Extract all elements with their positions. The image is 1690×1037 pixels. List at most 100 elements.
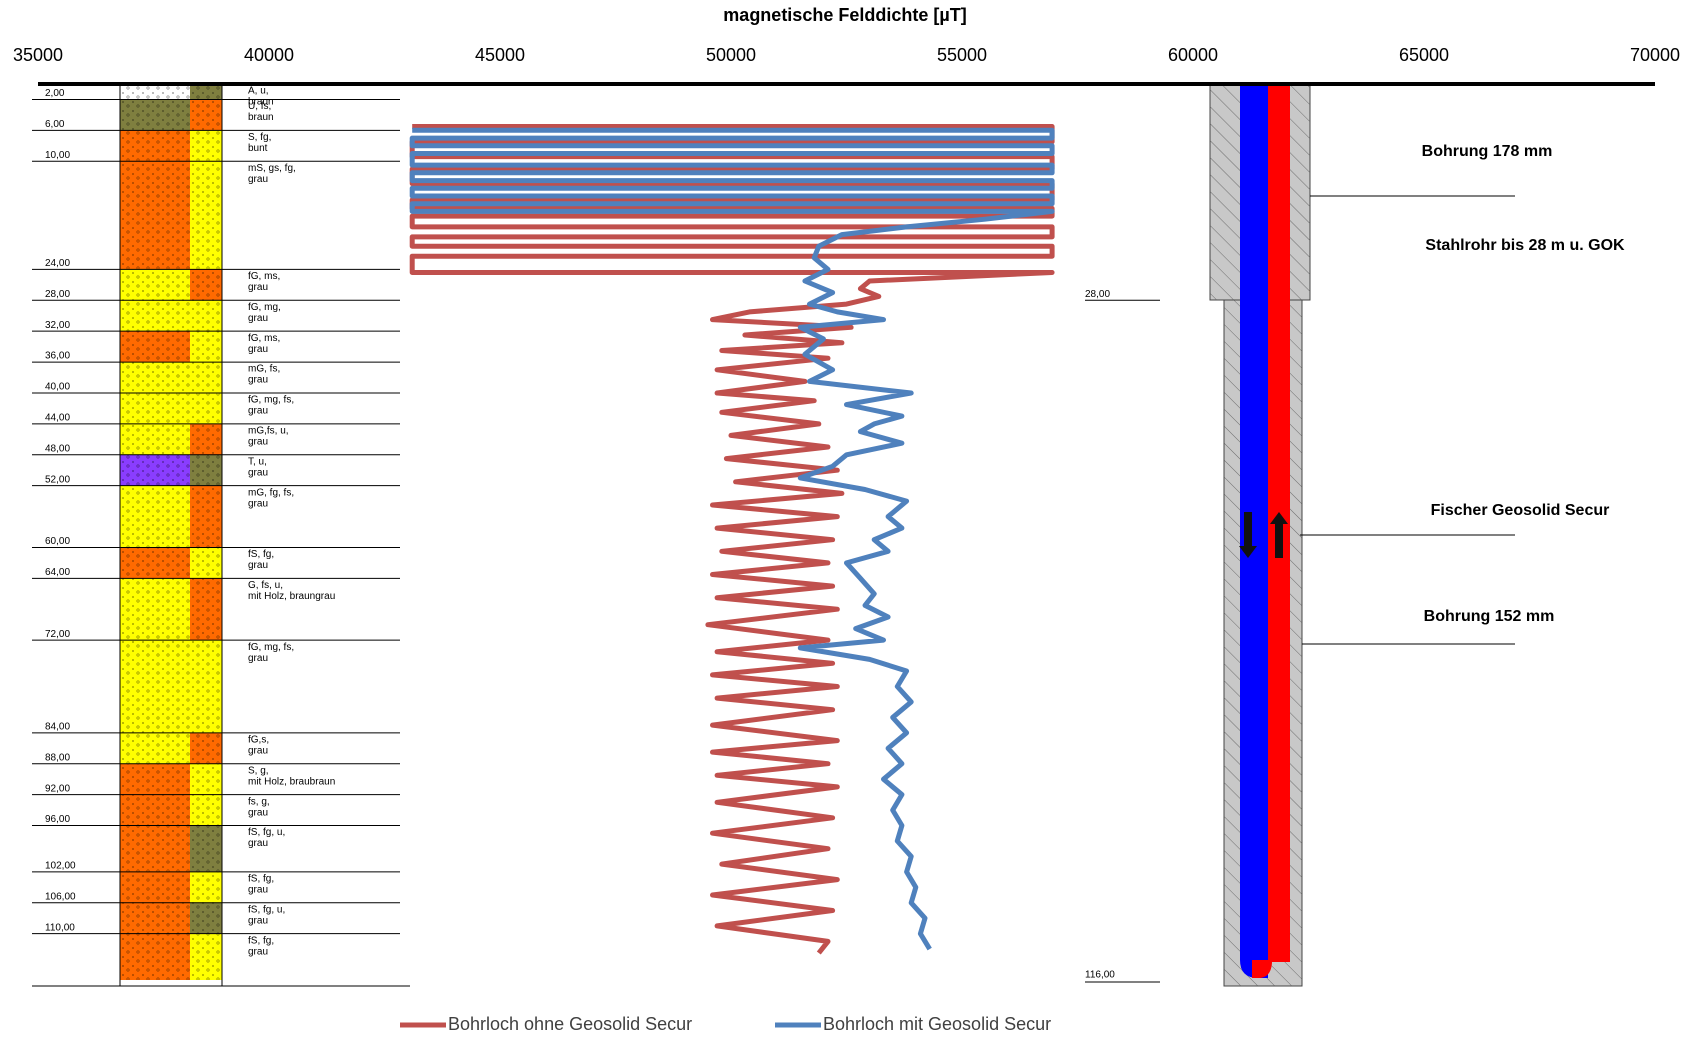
layer-description: grau — [248, 915, 268, 926]
depth-label: 110,00 — [45, 922, 75, 933]
layer-description: fS, fg, — [248, 549, 274, 560]
depth-label: 116,00 — [1085, 970, 1115, 981]
layer-pattern — [120, 161, 222, 269]
layer-description: grau — [248, 560, 268, 571]
well-diagram: Bohrung 178 mm Stahlrohr bis 28 m u. GOK… — [1210, 84, 1625, 986]
layer-description: grau — [248, 375, 268, 386]
depth-label: 88,00 — [45, 752, 70, 763]
layer-description: mG, fg, fs, — [248, 487, 294, 498]
layer-description: grau — [248, 344, 268, 355]
depth-label: 28,00 — [45, 289, 70, 300]
depth-label: 2,00 — [45, 88, 65, 99]
layer-pattern — [120, 795, 222, 826]
layer-pattern — [120, 733, 222, 764]
legend-label: Bohrloch mit Geosolid Secur — [823, 1014, 1051, 1034]
depth-label: 44,00 — [45, 413, 70, 424]
depth-label: 48,00 — [45, 443, 70, 454]
layer-pattern — [120, 764, 222, 795]
layer-description: grau — [248, 885, 268, 896]
layer-description: grau — [248, 467, 268, 478]
x-tick-label: 55000 — [937, 45, 987, 65]
x-tick-label: 50000 — [706, 45, 756, 65]
depth-label: 102,00 — [45, 861, 76, 872]
x-tick-label: 40000 — [244, 45, 294, 65]
well-label: Stahlrohr bis 28 m u. GOK — [1425, 237, 1625, 254]
layer-description: grau — [248, 498, 268, 509]
layer-description: fG, mg, fs, — [248, 395, 294, 406]
layer-pattern — [120, 455, 222, 486]
chart: magnetische Felddichte [µT] A, u, braunU,… — [0, 0, 1690, 1037]
depth-label: 64,00 — [45, 567, 70, 578]
depth-label: 60,00 — [45, 536, 70, 547]
layer-pattern — [120, 640, 222, 733]
layer-description: fS, fg, u, — [248, 904, 285, 915]
layer-description: fS, fg, — [248, 874, 274, 885]
depth-label: 10,00 — [45, 150, 70, 161]
layer-description: mit Holz, braungrau — [248, 591, 335, 602]
x-tick-label: 60000 — [1168, 45, 1218, 65]
layer-pattern — [120, 903, 222, 934]
layer-pattern — [120, 393, 222, 424]
depth-label: 36,00 — [45, 351, 70, 362]
layer-pattern — [120, 300, 222, 331]
layer-description: grau — [248, 313, 268, 324]
chart-title: magnetische Felddichte [µT] — [723, 5, 966, 25]
layer-description: S, fg, — [248, 132, 271, 143]
layer-pattern — [120, 99, 222, 130]
series-line — [412, 127, 1052, 954]
layer-pattern — [120, 826, 222, 872]
x-tick-label: 45000 — [475, 45, 525, 65]
depth-label: 24,00 — [45, 258, 70, 269]
layer-description: grau — [248, 838, 268, 849]
layer-description: mG,fs, u, — [248, 426, 289, 437]
layer-description: mS, gs, fg, — [248, 163, 296, 174]
layer-description: fG, mg, — [248, 302, 281, 313]
x-tick-label: 70000 — [1630, 45, 1680, 65]
layer-description: U, fs, — [248, 101, 271, 112]
well-label: Fischer Geosolid Secur — [1431, 502, 1610, 519]
layer-pattern — [120, 331, 222, 362]
depth-label: 6,00 — [45, 119, 65, 130]
layer-description: grau — [248, 406, 268, 417]
x-tick-label: 65000 — [1399, 45, 1449, 65]
layer-description: mit Holz, braubraun — [248, 776, 335, 787]
series-line — [412, 130, 1052, 949]
depth-label: 92,00 — [45, 783, 70, 794]
page: magnetische Felddichte [µT] A, u, braunU,… — [0, 0, 1690, 1037]
depth-label: 72,00 — [45, 629, 70, 640]
layer-description: S, g, — [248, 765, 269, 776]
layer-pattern — [120, 424, 222, 455]
layer-description: grau — [248, 745, 268, 756]
depth-label: 32,00 — [45, 320, 70, 331]
layer-description: fG,s, — [248, 734, 269, 745]
depth-label: 52,00 — [45, 474, 70, 485]
layer-pattern — [120, 578, 222, 640]
well-label: Bohrung 178 mm — [1422, 143, 1553, 160]
layer-description: grau — [248, 174, 268, 185]
layer-description: braun — [248, 112, 274, 123]
depth-label: 96,00 — [45, 814, 70, 825]
layer-pattern — [120, 269, 222, 300]
layer-description: mG, fs, — [248, 364, 280, 375]
layer-description: grau — [248, 946, 268, 957]
depth-label: 28,00 — [1085, 289, 1110, 300]
layer-pattern — [120, 547, 222, 578]
well-label: Bohrung 152 mm — [1424, 608, 1555, 625]
layer-description: fS, fg, u, — [248, 827, 285, 838]
layer-pattern — [120, 130, 222, 161]
layer-pattern — [120, 934, 222, 980]
layer-description: fS, fg, — [248, 935, 274, 946]
depth-label: 84,00 — [45, 721, 70, 732]
plot — [412, 127, 1052, 954]
layer-description: grau — [248, 282, 268, 293]
depth-label: 106,00 — [45, 891, 76, 902]
layer-description: A, u, — [248, 86, 269, 97]
layer-description: grau — [248, 653, 268, 664]
layer-pattern — [120, 872, 222, 903]
layer-description: bunt — [248, 143, 268, 154]
layer-pattern — [120, 362, 222, 393]
layer-description: T, u, — [248, 456, 267, 467]
legend-label: Bohrloch ohne Geosolid Secur — [448, 1014, 692, 1034]
layer-description: G, fs, u, — [248, 580, 283, 591]
layer-pattern — [120, 486, 222, 548]
